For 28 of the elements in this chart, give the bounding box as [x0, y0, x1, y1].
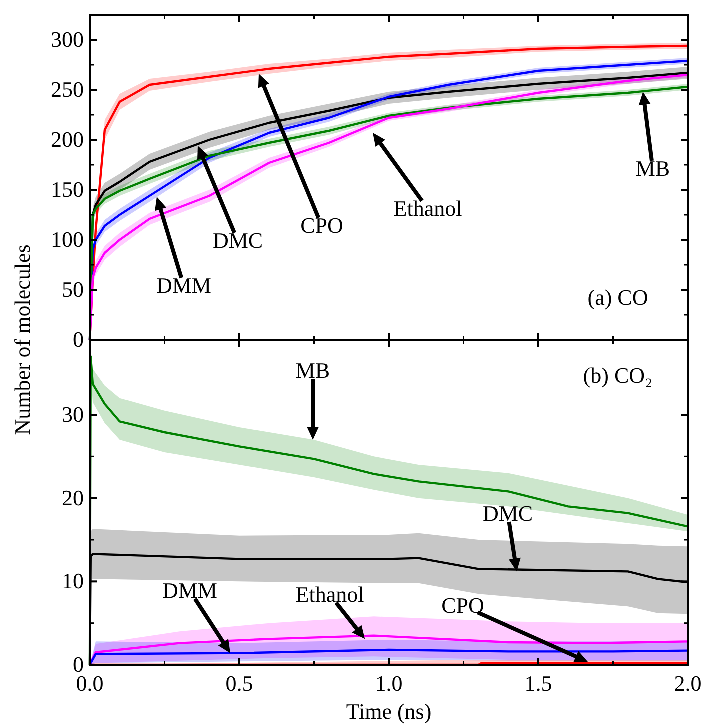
text: (b) CO₂ [583, 363, 653, 388]
annotation: CPO [300, 213, 344, 238]
y-tick-label: 50 [62, 277, 84, 302]
y-tick-label: 0 [73, 327, 84, 352]
annotation: DMM [156, 273, 212, 298]
x-tick-label: 2.0 [674, 671, 702, 696]
annotation: CPO [442, 593, 484, 618]
annotation: Ethanol [296, 582, 364, 607]
annotation: MB [636, 156, 670, 181]
y-tick-label: 10 [62, 568, 84, 594]
text: (a) CO [588, 285, 648, 310]
y-axis-title: Number of molecules [10, 244, 35, 436]
y-tick-label: 30 [62, 402, 84, 427]
x-axis-title: Time (ns) [346, 699, 432, 724]
y-tick-label: 200 [51, 127, 84, 152]
x-tick-label: 1.5 [524, 671, 552, 696]
y-tick-label: 100 [51, 227, 84, 252]
y-tick-label: 250 [51, 77, 84, 102]
annotation: Ethanol [394, 196, 462, 221]
annotation: DMM [162, 578, 218, 603]
y-tick-label: 300 [51, 27, 84, 52]
y-tick-label: 150 [51, 177, 84, 202]
annotation: MB [296, 358, 330, 383]
y-tick-label: 20 [62, 485, 84, 510]
x-tick-label: 0.5 [226, 671, 254, 696]
annotation: DMC [482, 501, 534, 526]
annotation: DMC [212, 228, 264, 253]
x-tick-label: 1.0 [375, 671, 403, 696]
